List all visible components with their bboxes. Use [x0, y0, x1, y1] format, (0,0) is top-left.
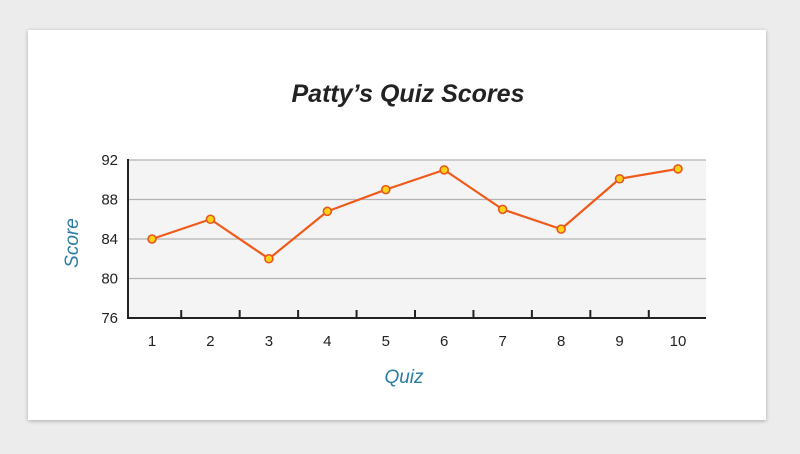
gridlines [128, 159, 706, 280]
data-point-7 [497, 204, 508, 215]
x-tick-label-5: 6 [440, 333, 448, 350]
y-tick-label-2: 84 [101, 231, 118, 248]
chart-title: Patty’s Quiz Scores [292, 80, 525, 108]
data-point-5 [380, 184, 391, 195]
y-tick-labels: 76 80 84 88 92 [101, 152, 118, 327]
x-tick-label-3: 4 [323, 333, 331, 350]
y-tick-label-0: 76 [101, 310, 118, 327]
series-line-0 [151, 167, 679, 260]
data-point-3 [264, 253, 274, 264]
x-tick-label-8: 9 [615, 333, 623, 350]
y-tick-label-1: 80 [101, 271, 118, 288]
data-point-8 [556, 224, 566, 234]
data-point-6 [439, 165, 450, 175]
x-tick-label-7: 8 [557, 333, 565, 350]
x-tick-label-2: 3 [265, 333, 273, 350]
data-point-9 [614, 173, 625, 184]
y-tick-label-4: 92 [101, 152, 118, 169]
data-series [147, 164, 683, 264]
data-point-10 [673, 164, 683, 174]
data-point-2 [205, 214, 216, 225]
x-tick-label-6: 7 [498, 333, 506, 350]
x-tick-label-9: 10 [670, 333, 687, 350]
x-tick-label-1: 2 [206, 333, 214, 350]
x-axis-title: Quiz [384, 367, 424, 388]
x-tick-label-0: 1 [148, 333, 156, 350]
data-point-1 [147, 234, 157, 244]
y-tick-label-3: 88 [101, 192, 118, 209]
y-axis-title: Score [62, 218, 83, 268]
axes [127, 159, 706, 319]
x-tick-label-4: 5 [382, 333, 390, 350]
data-point-4 [322, 206, 333, 217]
x-tick-labels: 1 2 3 4 5 6 7 8 9 10 [148, 333, 687, 350]
